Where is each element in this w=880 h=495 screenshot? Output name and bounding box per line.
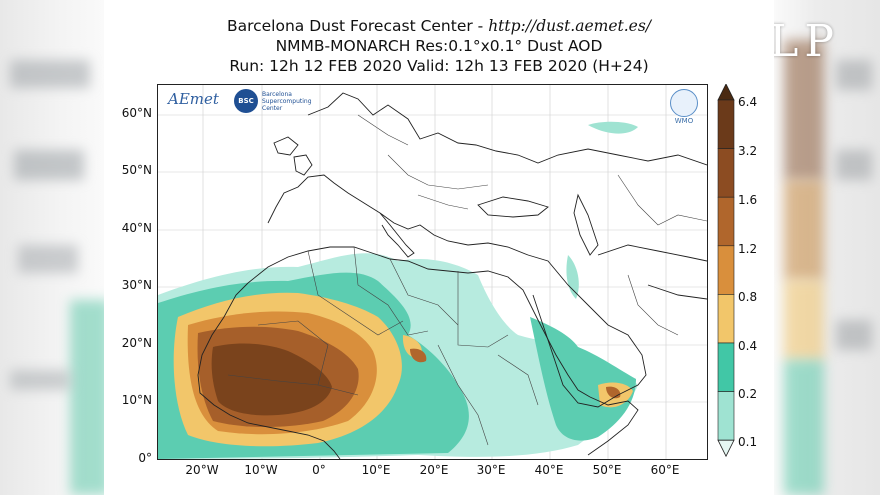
aod-colorbar — [717, 84, 735, 458]
colorbar-extend-bottom — [717, 439, 735, 458]
lat-tick: 50°N — [121, 163, 152, 177]
lat-tick: 30°N — [121, 278, 152, 292]
colorbar-segment — [717, 391, 735, 441]
lat-tick: 40°N — [121, 221, 152, 235]
title-line-1: Barcelona Dust Forecast Center - http://… — [104, 16, 774, 36]
colorbar-level: 6.4 — [738, 95, 758, 109]
watermark-logo: LP — [769, 16, 840, 67]
bsc-logo-text: BSC — [238, 97, 254, 105]
lon-tick: 40°E — [534, 463, 564, 477]
title-url: http://dust.aemet.es/ — [488, 17, 652, 35]
colorbar-segment — [717, 245, 735, 295]
lat-tick: 20°N — [121, 336, 152, 350]
lon-tick: 30°E — [476, 463, 506, 477]
wmo-logo: WMO — [669, 89, 699, 125]
title-line-3: Run: 12h 12 FEB 2020 Valid: 12h 13 FEB 2… — [229, 57, 649, 75]
aemet-logo-text: AEmet — [168, 90, 219, 108]
colorbar-level: 1.2 — [738, 242, 758, 256]
colorbar-level: 0.4 — [738, 339, 758, 353]
lon-tick: 60°E — [650, 463, 680, 477]
dust-aod-map: AEmet BSC Barcelona Supercomputing Cente… — [157, 84, 708, 460]
lat-tick: 10°N — [121, 393, 152, 407]
colorbar-extend-top — [717, 84, 735, 101]
title-center-name: Barcelona Dust Forecast Center - — [226, 17, 489, 35]
colorbar-level: 0.2 — [738, 387, 758, 401]
colorbar-segment — [717, 196, 735, 247]
lon-tick: 10°W — [244, 463, 278, 477]
lon-tick: 20°E — [419, 463, 449, 477]
lon-tick: 0° — [312, 463, 326, 477]
colorbar-level: 3.2 — [738, 144, 758, 158]
colorbar-segment — [717, 294, 735, 344]
right-blurred-margin — [774, 0, 880, 495]
wmo-logo-text: WMO — [674, 117, 694, 125]
map-svg — [158, 85, 707, 459]
bsc-logo-icon: BSC — [234, 89, 258, 113]
colorbar-segment — [717, 148, 735, 198]
colorbar-level: 0.8 — [738, 290, 758, 304]
lon-tick: 50°E — [592, 463, 622, 477]
bsc-logo-caption: Barcelona Supercomputing Center — [262, 91, 312, 112]
colorbar-level: 0.1 — [738, 435, 758, 449]
colorbar-segment — [717, 99, 735, 149]
coastlines — [197, 92, 707, 459]
dust-field — [158, 121, 638, 459]
aemet-logo: AEmet — [168, 89, 219, 108]
lat-tick: 0° — [138, 451, 152, 465]
title-line-2: NMMB-MONARCH Res:0.1°x0.1° Dust AOD — [275, 37, 603, 55]
left-blurred-margin — [0, 0, 104, 495]
lat-tick: 60°N — [121, 106, 152, 120]
country-borders — [227, 114, 707, 446]
wmo-emblem-icon — [670, 89, 698, 117]
lon-tick: 20°W — [185, 463, 219, 477]
colorbar-level: 1.6 — [738, 193, 758, 207]
lon-tick: 10°E — [361, 463, 391, 477]
colorbar-segment — [717, 342, 735, 392]
